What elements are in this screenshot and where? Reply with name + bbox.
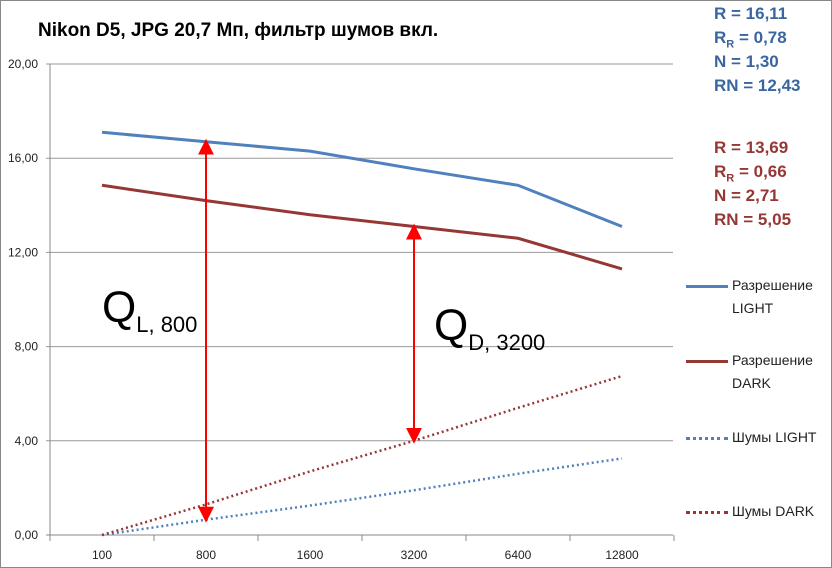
stat-light: RN = 12,43: [714, 76, 801, 95]
legend-label: Шумы LIGHT: [732, 429, 817, 445]
chart-title: Nikon D5, JPG 20,7 Мп, фильтр шумов вкл.: [38, 20, 439, 41]
legend-swatch: [686, 437, 728, 440]
legend-item: Шумы DARK: [686, 502, 814, 523]
stat-dark: N = 2,71: [714, 186, 779, 205]
legend-swatch: [686, 285, 728, 288]
legend-item: Разрешение DARK: [686, 351, 813, 395]
legend-item: Шумы LIGHT: [686, 428, 816, 449]
stat-light: RR = 0,78: [714, 28, 787, 51]
x-tick-label: 800: [196, 548, 216, 562]
series-line-шумы-dark: [101, 374, 623, 537]
stat-dark: R = 13,69: [714, 138, 789, 157]
legend-label: Разрешение DARK: [732, 352, 813, 391]
x-tick-label: 12800: [605, 548, 639, 562]
series-line-разрешение-light: [101, 130, 623, 228]
series-line-разрешение-dark: [101, 183, 623, 271]
x-tick-label: 6400: [505, 548, 532, 562]
legend-swatch: [686, 360, 728, 363]
x-tick-label: 100: [92, 548, 112, 562]
x-tick-label: 3200: [401, 548, 428, 562]
stat-dark: RN = 5,05: [714, 210, 792, 229]
legend-swatch: [686, 511, 728, 514]
y-tick-label: 0,00: [15, 528, 39, 542]
legend-label: Шумы DARK: [732, 503, 815, 519]
y-tick-label: 20,00: [8, 57, 38, 71]
x-tick-label: 1600: [297, 548, 324, 562]
legend-label: Разрешение LIGHT: [732, 277, 813, 316]
y-tick-label: 8,00: [15, 340, 39, 354]
stat-dark: RR = 0,66: [714, 162, 787, 185]
annotation-label: QL, 800: [102, 283, 197, 337]
series-line-шумы-light: [101, 457, 623, 537]
stat-light: R = 16,11: [714, 4, 788, 23]
stat-light: N = 1,30: [714, 52, 779, 71]
y-tick-label: 4,00: [15, 434, 39, 448]
y-tick-label: 16,00: [8, 151, 38, 165]
legend-item: Разрешение LIGHT: [686, 276, 813, 320]
annotation-label: QD, 3200: [434, 301, 545, 355]
y-tick-label: 12,00: [8, 245, 38, 259]
